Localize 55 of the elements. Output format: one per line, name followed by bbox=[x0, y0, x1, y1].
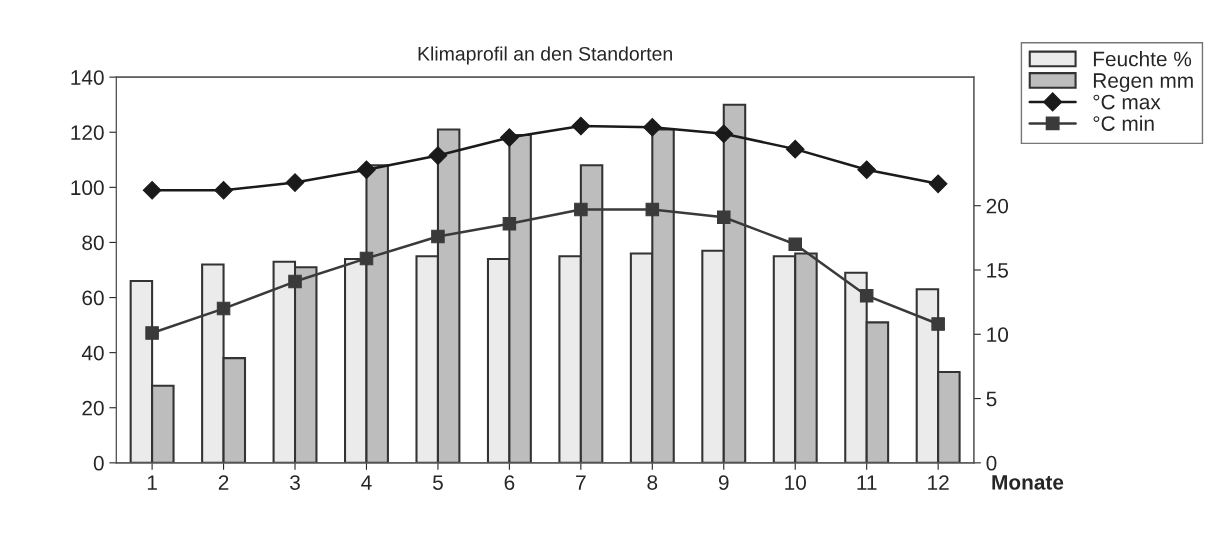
point bbox=[931, 317, 945, 331]
point bbox=[859, 288, 874, 303]
y-tick-label: 20 bbox=[82, 400, 104, 416]
y-tick-label: 80 bbox=[82, 235, 104, 251]
point bbox=[928, 174, 948, 194]
point bbox=[288, 274, 302, 289]
point bbox=[785, 139, 805, 159]
point bbox=[502, 216, 517, 231]
legend-label: °C max bbox=[1093, 94, 1161, 110]
x-axis-title: Monate bbox=[992, 475, 1064, 490]
point bbox=[714, 124, 734, 144]
x-tick-label: 11 bbox=[857, 475, 877, 490]
x-tick-label: 1 bbox=[147, 475, 157, 490]
x-tick-label: 3 bbox=[290, 475, 300, 490]
point bbox=[717, 210, 731, 225]
x-tick-label: 2 bbox=[218, 475, 229, 490]
point bbox=[428, 146, 448, 165]
point bbox=[645, 202, 660, 217]
x-tick-label: 7 bbox=[576, 475, 586, 490]
y-tick-label: 60 bbox=[82, 290, 104, 306]
point bbox=[571, 116, 591, 136]
y-tick-label: 120 bbox=[71, 125, 104, 140]
y-tick-label: 0 bbox=[93, 455, 104, 471]
y2-tick-label: 20 bbox=[986, 198, 1009, 214]
x-tick-label: 8 bbox=[647, 475, 658, 490]
legend-label: Feuchte % bbox=[1093, 51, 1192, 67]
legend-label: Regen mm bbox=[1093, 73, 1193, 92]
point bbox=[357, 160, 376, 180]
x-tick-label: 10 bbox=[785, 475, 806, 490]
point bbox=[642, 117, 662, 137]
point bbox=[359, 251, 374, 266]
point bbox=[788, 237, 802, 252]
x-tick-label: 4 bbox=[361, 475, 372, 490]
point bbox=[142, 180, 162, 200]
y2-tick-label: 5 bbox=[986, 391, 997, 407]
point bbox=[500, 128, 519, 147]
chart-title: Klimaprofil an den Standorten bbox=[418, 46, 672, 65]
point bbox=[285, 173, 305, 192]
legend-label: °C min bbox=[1093, 115, 1154, 131]
y2-tick-label: 0 bbox=[986, 455, 997, 471]
point bbox=[431, 229, 445, 244]
y-tick-label: 40 bbox=[81, 345, 104, 361]
y-tick-label: 140 bbox=[71, 70, 104, 85]
point bbox=[145, 326, 159, 340]
point bbox=[216, 301, 231, 316]
y2-tick-label: 10 bbox=[987, 327, 1009, 343]
point bbox=[574, 202, 588, 217]
y-tick-label: 100 bbox=[71, 180, 104, 196]
point bbox=[214, 180, 233, 200]
y2-tick-label: 15 bbox=[987, 263, 1008, 278]
point bbox=[857, 160, 877, 180]
x-tick-label: 12 bbox=[928, 475, 949, 490]
x-tick-label: 6 bbox=[504, 475, 515, 490]
x-tick-label: 9 bbox=[718, 475, 729, 490]
x-tick-label: 5 bbox=[432, 475, 443, 490]
